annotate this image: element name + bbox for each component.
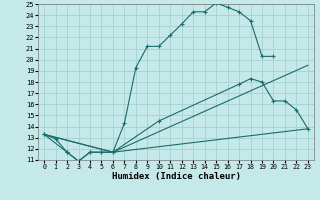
- X-axis label: Humidex (Indice chaleur): Humidex (Indice chaleur): [111, 172, 241, 181]
